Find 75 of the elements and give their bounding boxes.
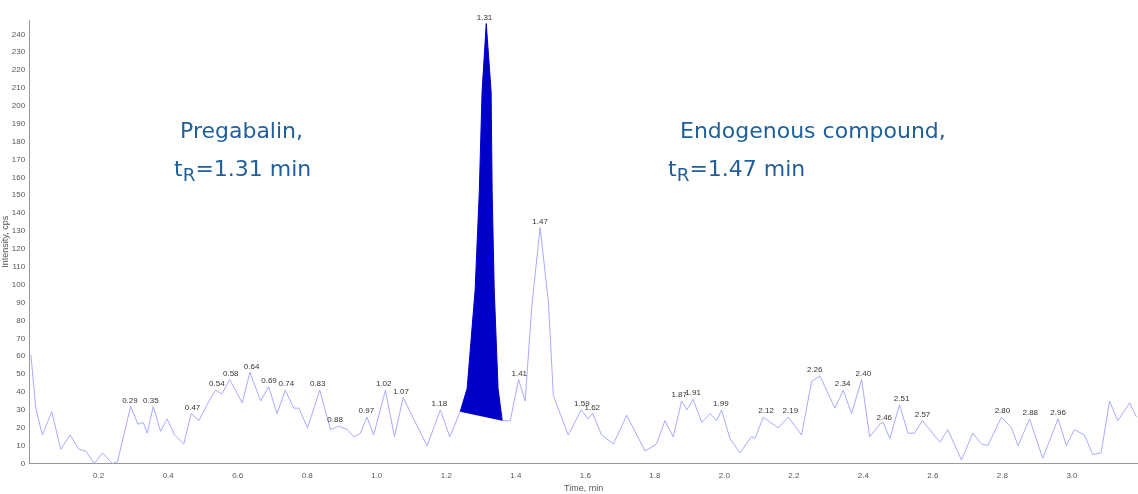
- annotation: 0.58: [222, 368, 240, 378]
- y-tick-label: 150: [11, 190, 26, 200]
- annotation: 0.35: [143, 395, 160, 405]
- annotation: 0.69: [261, 375, 278, 385]
- x-tick-label: 2.0: [718, 470, 731, 480]
- annotation: 2.88: [1022, 408, 1039, 418]
- annotation: 2.26: [806, 365, 824, 375]
- x-tick-label: 0.2: [93, 470, 105, 480]
- y-tick-label: 80: [16, 315, 26, 325]
- y-tick-label: 220: [11, 65, 26, 75]
- y-tick-label: 210: [11, 83, 26, 93]
- x-tick-label: 1.4: [510, 470, 522, 480]
- annotation: 2.80: [994, 406, 1011, 416]
- x-tick-label: 0.8: [301, 470, 314, 480]
- y-tick-label: 90: [16, 297, 26, 307]
- annotation: 0.88: [327, 415, 344, 425]
- y-tick-label: 140: [11, 208, 26, 218]
- y-tick-label: 30: [16, 405, 26, 415]
- y-tick-label: 180: [11, 136, 26, 146]
- x-tick-label: 0.6: [232, 470, 244, 480]
- annotation: t$_{R}$=1.47 min: [668, 156, 806, 186]
- y-tick-label: 50: [16, 369, 26, 379]
- annotation: 0.83: [309, 379, 326, 389]
- annotation: 1.07: [393, 386, 410, 396]
- y-tick-label: 240: [11, 29, 26, 39]
- annotation: 0.97: [358, 406, 375, 416]
- annotation: 2.46: [876, 413, 893, 423]
- x-tick-label: 1.6: [579, 470, 592, 480]
- annotation: 0.54: [209, 379, 226, 389]
- y-tick-label: 170: [11, 154, 26, 164]
- annotation: 0.74: [278, 379, 295, 389]
- x-tick-label: 2.4: [857, 470, 870, 480]
- annotation: 1.99: [713, 399, 730, 409]
- y-tick-label: 200: [11, 101, 26, 111]
- y-tick-label: 70: [16, 333, 26, 343]
- y-tick-label: 10: [16, 440, 26, 450]
- annotation: 2.57: [914, 409, 931, 419]
- y-tick-label: 160: [11, 172, 26, 182]
- annotation: 0.47: [184, 402, 201, 412]
- annotation: 2.40: [855, 368, 872, 378]
- y-tick-label: 190: [11, 118, 26, 128]
- annotation: 1.02: [375, 379, 393, 389]
- annotation: 1.47: [532, 216, 549, 226]
- x-axis-title: Time, min: [563, 483, 604, 494]
- annotation: t$_{R}$=1.31 min: [174, 156, 312, 186]
- annotation: 2.51: [893, 393, 910, 403]
- annotation: 0.64: [243, 361, 260, 371]
- y-tick-label: 0: [20, 458, 26, 468]
- annotation: 1.18: [431, 399, 448, 409]
- x-tick-label: 2.2: [788, 470, 800, 480]
- y-axis-title: Intensity, cps: [0, 215, 10, 268]
- x-tick-label: 1.0: [371, 470, 383, 480]
- y-tick-label: 130: [11, 226, 26, 236]
- x-tick-label: 0.4: [162, 470, 175, 480]
- y-tick-label: 40: [16, 387, 26, 397]
- y-tick-label: 100: [11, 279, 26, 289]
- annotation: Pregabalin,: [180, 118, 304, 143]
- x-tick-label: 2.8: [996, 470, 1009, 480]
- y-tick-label: 230: [11, 47, 26, 57]
- y-tick-label: 60: [16, 351, 26, 361]
- annotation: 1.41: [511, 368, 528, 378]
- annotation: 2.19: [782, 406, 799, 416]
- x-tick-label: 3.0: [1066, 470, 1079, 480]
- annotation: 0.29: [122, 395, 139, 405]
- y-tick-label: 120: [11, 244, 26, 254]
- annotation: 2.34: [834, 379, 851, 389]
- annotation: 2.96: [1050, 408, 1067, 418]
- annotation: Endogenous compound,: [680, 118, 946, 143]
- x-tick-label: 1.2: [440, 470, 453, 480]
- annotation: 2.12: [758, 406, 775, 416]
- y-tick-label: 20: [16, 423, 26, 433]
- annotation: 1.31: [476, 12, 493, 22]
- x-tick-label: 1.8: [649, 470, 661, 480]
- y-tick-label: 110: [12, 262, 26, 272]
- x-tick-label: 2.6: [927, 470, 940, 480]
